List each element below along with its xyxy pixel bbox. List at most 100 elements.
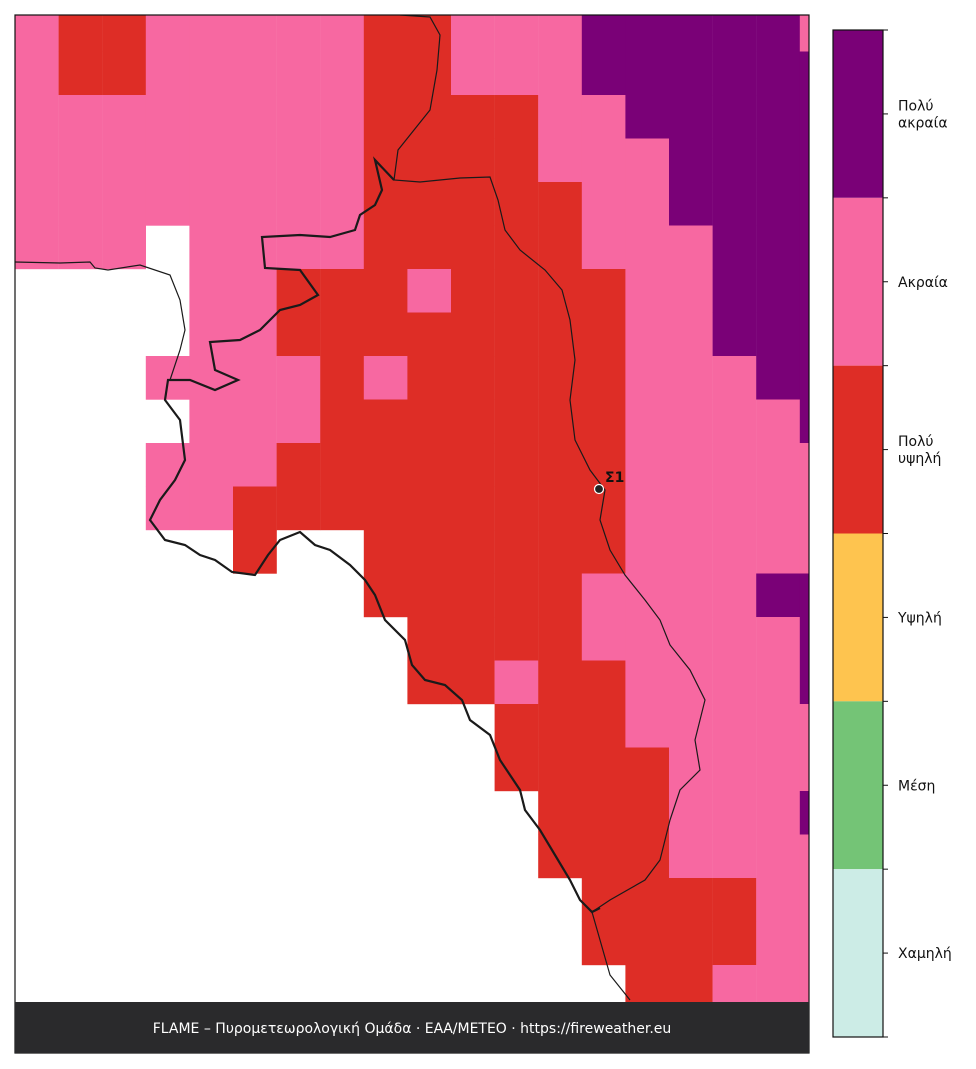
raster-cell (15, 182, 59, 226)
raster-cell (189, 51, 234, 96)
raster-cell (538, 269, 582, 313)
raster-cell (189, 443, 234, 487)
raster-cell (276, 312, 321, 357)
raster-cell (102, 95, 146, 139)
raster-cell (494, 573, 539, 618)
raster-cell (189, 486, 234, 531)
raster-cell (756, 312, 800, 357)
raster-cell (102, 15, 146, 52)
raster-cell (363, 269, 408, 313)
raster-cell (494, 443, 539, 487)
raster-cell (494, 225, 539, 270)
raster-cell (669, 443, 713, 487)
raster-cell (451, 15, 495, 52)
raster-cell (799, 878, 809, 922)
raster-cell (756, 399, 800, 444)
raster-cell (756, 617, 800, 661)
raster-cell (625, 486, 670, 531)
raster-cell (363, 530, 408, 574)
raster-cell (625, 747, 670, 792)
raster-cell (799, 921, 809, 966)
raster-cell (276, 399, 321, 444)
raster-cell (581, 225, 626, 270)
raster-cell (363, 95, 408, 139)
raster-cell (320, 269, 364, 313)
raster-cell (669, 921, 713, 966)
raster-cell (15, 15, 59, 52)
raster-cell (799, 704, 809, 748)
raster-cell (625, 704, 670, 748)
raster-cell (276, 182, 321, 226)
raster-cell (669, 51, 713, 96)
legend-label: Υψηλή (897, 610, 942, 626)
raster-cell (494, 486, 539, 531)
raster-cell (581, 791, 626, 835)
raster-cell (58, 95, 103, 139)
raster-cell (407, 443, 452, 487)
raster-cell (799, 269, 809, 313)
raster-cell (581, 95, 626, 139)
raster-cell (451, 356, 495, 400)
colorbar-segment (833, 701, 883, 870)
raster-cell (189, 356, 234, 400)
raster-cell (538, 15, 582, 52)
raster-cell (58, 51, 103, 96)
raster-cell (320, 225, 364, 270)
raster-cell (451, 51, 495, 96)
inland-border (15, 261, 186, 381)
raster-cell (625, 617, 670, 661)
raster-cell (756, 486, 800, 531)
raster-cell (15, 95, 59, 139)
raster-cell (756, 95, 800, 139)
legend-label: Πολύ (898, 98, 933, 114)
raster-cell (189, 269, 234, 313)
raster-cell (538, 617, 582, 661)
raster-cell (669, 182, 713, 226)
raster-cell (102, 51, 146, 96)
raster-cell (669, 95, 713, 139)
raster-cell (276, 15, 321, 52)
raster-cell (58, 182, 103, 226)
raster-cell (799, 225, 809, 270)
raster-cell (625, 182, 670, 226)
raster-cell (799, 573, 809, 618)
station-marker (593, 483, 605, 495)
raster-cell (799, 138, 809, 183)
raster-cell (494, 182, 539, 226)
raster-cell (625, 573, 670, 618)
raster-cell (276, 486, 321, 531)
raster-cell (625, 834, 670, 879)
raster-cell (407, 530, 452, 574)
raster-cell (712, 95, 757, 139)
raster-cell (581, 878, 626, 922)
raster-cell (276, 138, 321, 183)
raster-cell (189, 225, 234, 270)
raster-cell (669, 791, 713, 835)
raster-cell (538, 660, 582, 705)
raster-cell (538, 356, 582, 400)
raster-cell (669, 15, 713, 52)
raster-cell (320, 356, 364, 400)
colorbar-segment (833, 197, 883, 366)
raster-cell (451, 617, 495, 661)
raster-cell (669, 704, 713, 748)
raster-cell (538, 573, 582, 618)
raster-cell (669, 617, 713, 661)
raster-cell (538, 486, 582, 531)
raster-cell (756, 921, 800, 966)
raster-cell (712, 791, 757, 835)
raster-cell (145, 138, 190, 183)
raster-cell (538, 138, 582, 183)
raster-cell (320, 51, 364, 96)
raster-cell (799, 747, 809, 792)
raster-cell (320, 399, 364, 444)
legend-label: ακραία (898, 115, 948, 131)
raster-cell (799, 617, 809, 661)
raster-cell (363, 399, 408, 444)
raster-cell (669, 269, 713, 313)
raster-cell (756, 878, 800, 922)
raster-cell (712, 15, 757, 52)
raster-cell (581, 356, 626, 400)
raster-cell (581, 399, 626, 444)
